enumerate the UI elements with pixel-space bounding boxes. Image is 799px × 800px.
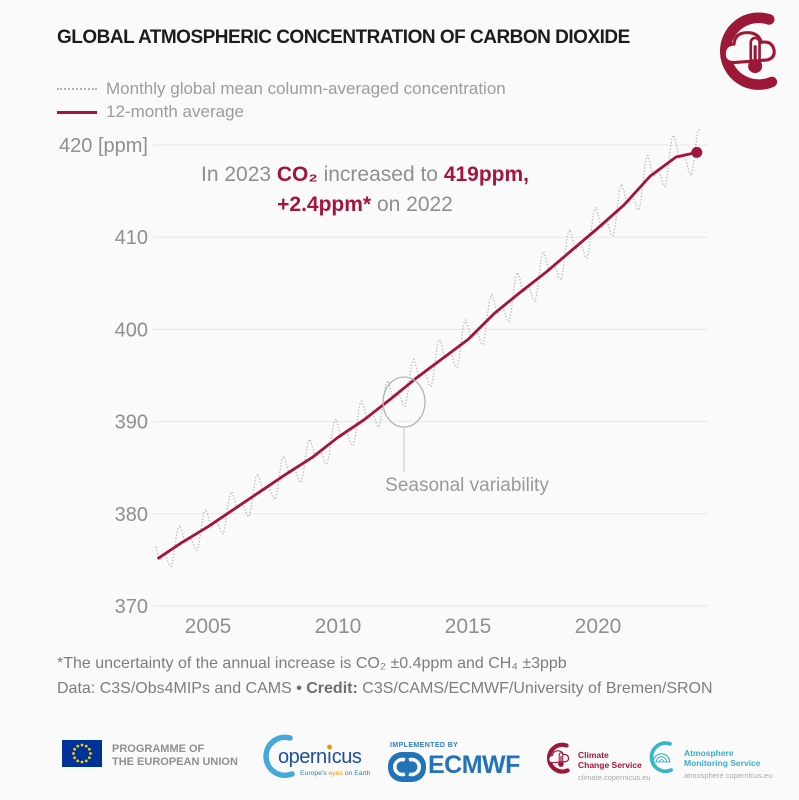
cams-url: atmosphere.copernicus.eu: [684, 771, 773, 780]
annotation-value: 419ppm,: [443, 163, 530, 186]
annotation-increase: +2.4ppm*: [277, 193, 372, 216]
annotation-text-3: on 2022: [371, 193, 453, 216]
monthly-series-line: [155, 127, 701, 568]
copernicus-c-icon: [263, 734, 295, 779]
copernicus-orange-dot-icon: [327, 744, 332, 750]
seasonal-highlight-circle: [382, 376, 426, 428]
credit-data: Data: C3S/Obs4MIPs and CAMS: [57, 680, 297, 697]
eu-flag-icon: [62, 740, 102, 767]
y-tick-label: 380: [115, 504, 148, 526]
y-tick-label: 400: [115, 319, 148, 341]
chart-generated-layer: 370 380 390 400 410 420 [ppm] 2005 2010 2015 2020: [59, 127, 708, 638]
implemented-by-label: IMPLEMENTED BY: [390, 742, 459, 749]
cams-label-line2: Monitoring Service: [684, 758, 761, 768]
legend-row-monthly: Monthly global mean column-averaged conc…: [57, 79, 506, 99]
legend-average-label: 12-month average: [106, 102, 244, 121]
x-tick-label: 2015: [445, 615, 492, 638]
page-title: GLOBAL ATMOSPHERIC CONCENTRATION OF CARB…: [57, 27, 630, 48]
c3s-service-label: Climate Change Service: [578, 750, 642, 770]
credit-line: Data: C3S/Obs4MIPs and CAMS • Credit: C3…: [57, 680, 713, 698]
copernicus-wordmark: opernıcus: [278, 746, 362, 768]
x-tick-label: 2005: [185, 615, 232, 638]
average-series-line: [157, 150, 699, 560]
y-gridlines-and-labels: 370 380 390 400 410 420 [ppm]: [59, 135, 708, 618]
annotation-text: In 2023: [200, 163, 277, 186]
seasonal-variability-label: Seasonal variability: [385, 475, 549, 496]
x-tick-label: 2020: [575, 615, 622, 638]
eu-label-line1: PROGRAMME OF: [112, 743, 205, 755]
ecmwf-logo-icon: [388, 752, 426, 782]
increase-annotation: In 2023 CO₂ increased to 419ppm, +2.4ppm…: [150, 160, 580, 220]
x-tick-labels: 2005 2010 2015 2020: [185, 615, 622, 638]
legend-row-average: 12-month average: [57, 102, 244, 122]
c3s-label-line2: Change Service: [578, 760, 642, 770]
eu-programme-label: PROGRAMME OF THE EUROPEAN UNION: [112, 743, 238, 769]
y-tick-label: 390: [115, 412, 148, 434]
eu-label-line2: THE EUROPEAN UNION: [112, 756, 238, 768]
copernicus-tagline: Europe's eyes on Earth: [300, 770, 371, 777]
y-tick-label: 420 [ppm]: [59, 135, 148, 157]
annotation-co2: CO₂: [276, 163, 318, 186]
c3s-label-line1: Climate: [578, 750, 609, 760]
end-point-dot: [691, 146, 703, 158]
annotation-text-2: increased to: [317, 163, 444, 186]
solid-line-sample-icon: [57, 110, 97, 114]
credit-text: C3S/CAMS/ECMWF/University of Bremen/SRON: [357, 680, 713, 697]
y-tick-label: 370: [115, 596, 148, 618]
legend-monthly-label: Monthly global mean column-averaged conc…: [106, 79, 506, 98]
x-tick-label: 2010: [315, 615, 362, 638]
cams-label-line1: Atmosphere: [684, 748, 734, 758]
c3s-url: climate.copernicus.eu: [578, 773, 651, 782]
ecmwf-wordmark: ECMWF: [428, 751, 520, 779]
cams-service-label: Atmosphere Monitoring Service: [684, 748, 761, 768]
dotted-line-sample-icon: [57, 88, 97, 90]
cams-logo-icon: [649, 741, 673, 774]
c3s-small-logo-icon: [541, 741, 576, 776]
uncertainty-footnote: *The uncertainty of the annual increase …: [57, 655, 567, 672]
credit-separator: • Credit:: [296, 680, 358, 697]
y-tick-label: 410: [115, 227, 148, 249]
copernicus-logo: opernıcus Europe's eyes on Earth: [263, 734, 371, 779]
